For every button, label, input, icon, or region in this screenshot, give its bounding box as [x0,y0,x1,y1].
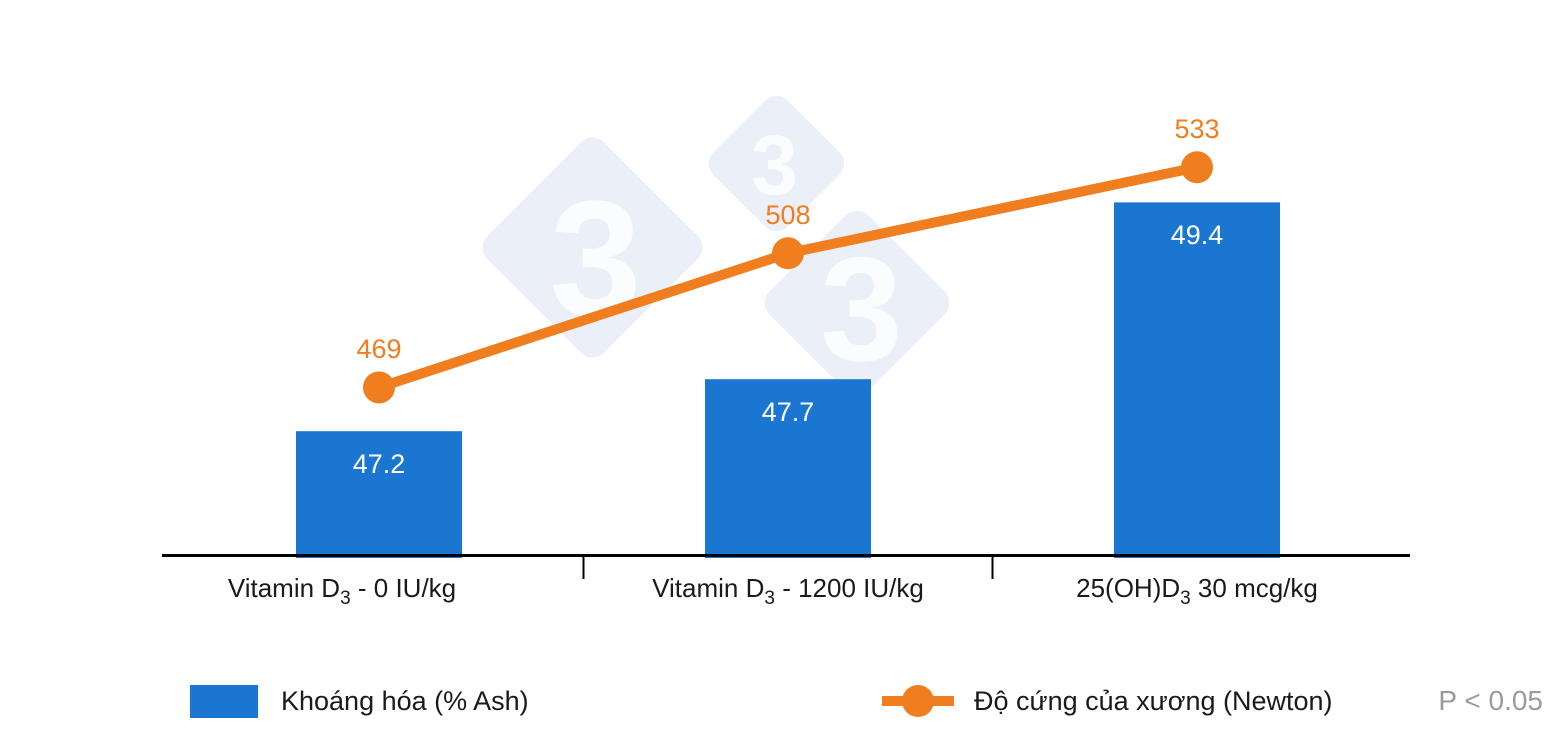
line-marker-icon [882,685,954,717]
legend-label: Độ cứng của xương (Newton) [974,685,1333,716]
category-label-text: 30 mcg/kg [1190,573,1318,603]
bar-segment [1114,202,1280,558]
bar-segment [705,379,871,558]
legend-item-bar-series: Khoáng hóa (% Ash) [190,681,529,721]
bar-segment [296,431,462,558]
line-data-point [363,371,395,404]
legend-swatch-icon [190,684,258,718]
legend-label: Khoáng hóa (% Ash) [281,685,529,716]
line-data-point [772,237,804,270]
line-data-point [1181,151,1213,184]
category-label-subscript: 3 [340,588,351,609]
category-label-text: Vitamin D [227,573,341,603]
category-label-subscript: 3 [764,588,775,609]
category-label-text: 25(OH)D [1076,573,1181,603]
category-label-text: - 0 IU/kg [350,573,457,603]
p-value-annotation: P < 0.05 [1438,685,1543,716]
category-label: 25(OH)D3 30 mcg/kg [1027,571,1367,609]
category-label-text: Vitamin D [652,573,765,603]
legend-item-line-series: Độ cứng của xương (Newton) [879,681,1333,721]
category-label-text: - 1200 IU/kg [774,573,924,603]
category-label-subscript: 3 [1180,588,1191,609]
category-label: Vitamin D3 - 1200 IU/kg [618,571,958,609]
category-label: Vitamin D3 - 0 IU/kg [172,571,512,609]
line-series-path [374,162,1202,393]
